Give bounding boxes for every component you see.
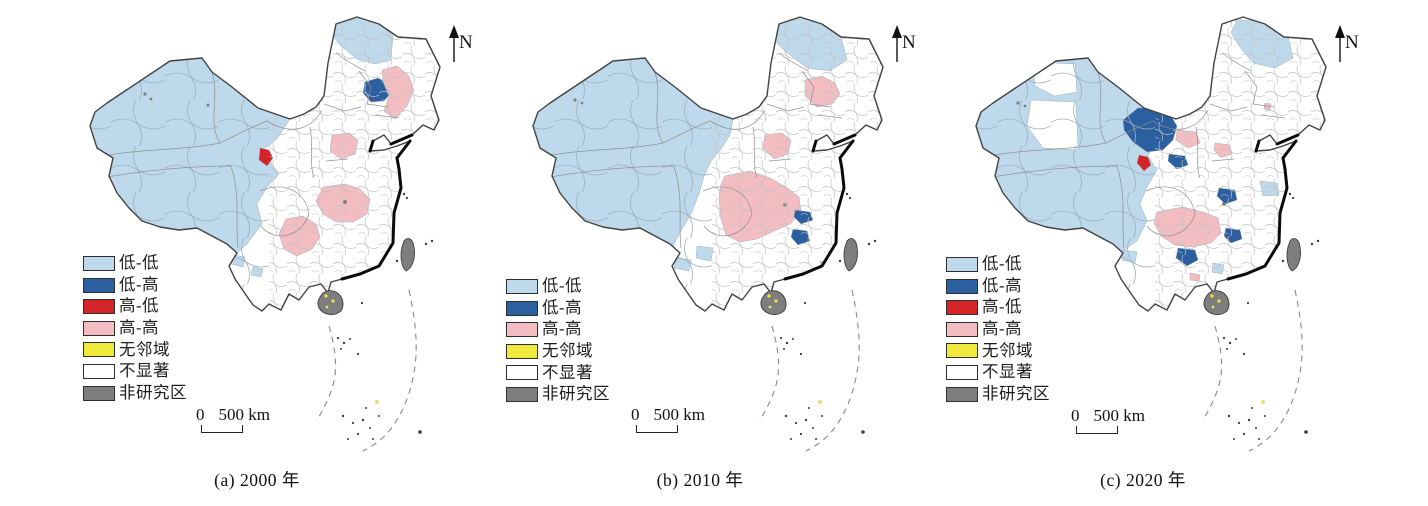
legend-item-low-low: 低-低: [506, 278, 610, 294]
map-panel-a: N: [89, 16, 473, 452]
legend-item-high-high: 高-高: [506, 321, 610, 338]
legend-swatch-no-neighbor: [506, 343, 538, 359]
scale-bar-text: 0 500 km: [1071, 406, 1145, 425]
legend-item-no-neighbor: 无邻域: [946, 342, 1050, 359]
scale-bar-bracket: [1076, 426, 1118, 434]
legend-item-low-high: 低-高: [946, 277, 1050, 294]
north-label-a: N: [459, 32, 473, 53]
legend-swatch-not-significant: [506, 365, 538, 381]
scale-bar-c: 0 500 km: [1071, 407, 1145, 434]
legend-swatch-high-high: [83, 320, 115, 336]
legend-swatch-low-low: [946, 257, 978, 272]
legend-item-high-low: 高-低: [83, 298, 187, 315]
legend-item-not-significant: 不显著: [946, 364, 1050, 380]
legend-item-no-neighbor: 无邻域: [506, 343, 610, 359]
legend-swatch-low-low: [506, 279, 538, 294]
legend-swatch-non-study-area: [83, 385, 115, 401]
legend-item-non-study-area: 非研究区: [83, 384, 187, 401]
legend-swatch-high-low: [946, 300, 978, 316]
legend-item-low-high: 低-高: [506, 299, 610, 316]
legend-item-non-study-area: 非研究区: [946, 385, 1050, 402]
legend-swatch-low-low: [83, 256, 115, 271]
caption-panel-c: (c) 2020 年: [1100, 470, 1186, 490]
legend-panel-a: 低-低 低-高 高-低 高-高 无邻域 不显著 非研究区: [83, 255, 187, 407]
legend-swatch-low-high: [83, 277, 115, 293]
legend-swatch-not-significant: [83, 363, 115, 379]
legend-item-non-study-area: 非研究区: [506, 386, 610, 402]
legend-swatch-high-high: [506, 322, 538, 338]
legend-item-high-low: 高-低: [946, 299, 1050, 316]
scale-bar-bracket: [201, 425, 243, 433]
legend-swatch-high-low: [83, 299, 115, 315]
scale-bar-a: 0 500 km: [196, 406, 270, 433]
caption-panel-a: (a) 2000 年: [214, 470, 300, 490]
legend-item-not-significant: 不显著: [506, 364, 610, 381]
legend-item-no-neighbor: 无邻域: [83, 341, 187, 358]
legend-item-high-high: 高-高: [83, 320, 187, 336]
scale-bar-b: 0 500 km: [631, 406, 705, 433]
legend-swatch-non-study-area: [946, 386, 978, 402]
legend-swatch-no-neighbor: [83, 342, 115, 358]
north-label-c: N: [1345, 32, 1359, 53]
legend-item-low-low: 低-低: [83, 255, 187, 271]
scale-bar-text: 0 500 km: [631, 405, 705, 424]
scale-bar-text: 0 500 km: [196, 405, 270, 424]
legend-swatch-not-significant: [946, 364, 978, 380]
north-label-b: N: [902, 32, 916, 53]
legend-panel-c: 低-低 低-高 高-低 高-高 无邻域 不显著 非研究区: [946, 256, 1050, 408]
legend-swatch-non-study-area: [506, 386, 538, 402]
scale-bar-bracket: [636, 425, 678, 433]
legend-item-high-high: 高-高: [946, 321, 1050, 337]
legend-item-low-high: 低-高: [83, 276, 187, 293]
legend-swatch-no-neighbor: [946, 343, 978, 359]
legend-item-low-low: 低-低: [946, 256, 1050, 272]
legend-swatch-high-high: [946, 321, 978, 337]
legend-panel-b: 低-低 低-高 高-高 无邻域 不显著 非研究区: [506, 278, 610, 409]
legend-swatch-low-high: [506, 300, 538, 316]
caption-panel-b: (b) 2010 年: [656, 470, 744, 490]
legend-item-not-significant: 不显著: [83, 363, 187, 379]
legend-swatch-low-high: [946, 278, 978, 294]
